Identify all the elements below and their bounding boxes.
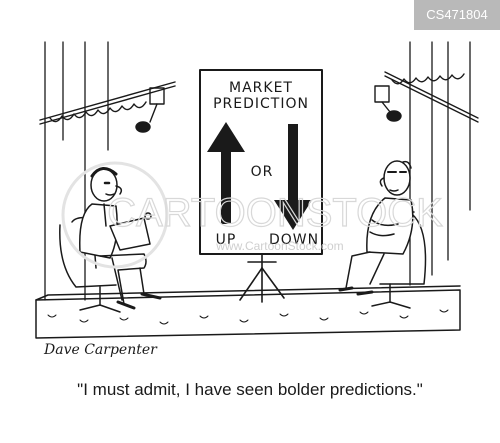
sign-or-label: OR bbox=[251, 164, 274, 180]
watermark-domain: www.CartoonStock.com bbox=[215, 239, 343, 253]
sign-down-label: DOWN bbox=[269, 232, 319, 248]
interviewer-figure bbox=[59, 167, 162, 313]
left-spotlight-icon bbox=[39, 81, 176, 133]
cartoonstock-watermark: CARTOONSTOCK www.CartoonStock.com bbox=[61, 161, 444, 269]
right-spotlight-icon bbox=[374, 71, 479, 123]
sign-title-line2: PREDICTION bbox=[213, 96, 309, 112]
sign-title-line1: MARKET bbox=[229, 80, 293, 96]
artist-signature: Dave Carpenter bbox=[43, 342, 158, 358]
cartoon-id-badge: CS471804 bbox=[414, 0, 500, 30]
sign-up-label: UP bbox=[216, 232, 237, 248]
watermark-site: CARTOONSTOCK bbox=[107, 191, 443, 235]
down-arrow-icon bbox=[274, 124, 312, 230]
cartoon-caption: "I must admit, I have seen bolder predic… bbox=[77, 380, 423, 399]
pundit-figure bbox=[338, 160, 427, 309]
up-arrow-icon bbox=[207, 122, 245, 224]
stage-platform bbox=[35, 285, 461, 339]
market-prediction-sign: MARKET PREDICTION OR UP DOWN bbox=[199, 69, 323, 255]
easel-stand bbox=[239, 253, 285, 303]
